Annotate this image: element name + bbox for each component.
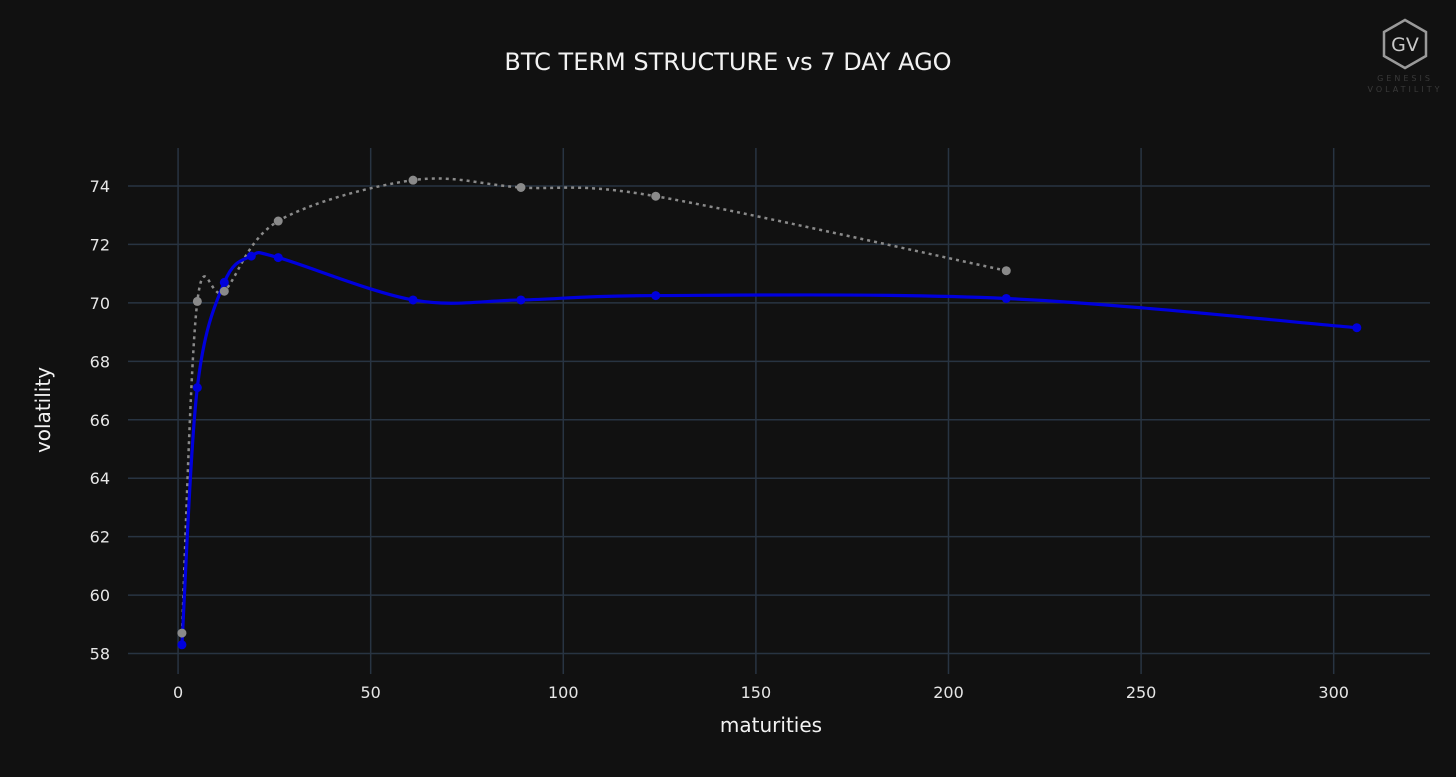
series-points [177, 175, 1362, 650]
series-point-0[interactable] [516, 295, 526, 305]
y-tick-label: 64 [90, 469, 110, 488]
y-tick-label: 74 [90, 177, 110, 196]
logo-initials: GV [1391, 34, 1419, 56]
x-tick-label: 300 [1318, 683, 1349, 702]
y-tick-label: 60 [90, 586, 110, 605]
y-tick-label: 70 [90, 294, 110, 313]
series-point-1[interactable] [177, 628, 187, 638]
series-point-0[interactable] [219, 277, 229, 287]
series-point-1[interactable] [273, 216, 283, 226]
series-point-1[interactable] [192, 296, 202, 306]
x-tick-labels: 0 50 100 150 200 250 300 [173, 683, 1349, 702]
grid [128, 148, 1430, 674]
series-point-1[interactable] [219, 286, 229, 296]
y-axis-title: volatility [31, 367, 55, 453]
series-point-1[interactable] [408, 175, 418, 185]
series-point-0[interactable] [1001, 293, 1011, 303]
logo-text-line1: GENESIS [1377, 74, 1433, 83]
series-line-1 [180, 177, 1007, 634]
x-axis-title: maturities [720, 713, 822, 737]
series-point-1[interactable] [516, 182, 526, 192]
series-point-0[interactable] [408, 295, 418, 305]
logo-hexagon-icon [1382, 18, 1428, 70]
genesis-volatility-logo: GV [1382, 18, 1428, 70]
series-point-0[interactable] [1352, 323, 1362, 333]
y-tick-labels: 58 60 62 64 66 68 70 72 74 [90, 177, 110, 664]
x-tick-label: 0 [173, 683, 183, 702]
x-tick-label: 200 [933, 683, 964, 702]
y-tick-label: 66 [90, 411, 110, 430]
x-tick-label: 150 [741, 683, 772, 702]
y-tick-label: 58 [90, 645, 110, 664]
series-point-0[interactable] [177, 640, 187, 650]
series-point-0[interactable] [651, 291, 661, 301]
y-tick-label: 72 [90, 235, 110, 254]
series-point-0[interactable] [246, 251, 256, 261]
y-tick-label: 62 [90, 528, 110, 547]
y-tick-label: 68 [90, 352, 110, 371]
x-tick-label: 50 [361, 683, 381, 702]
x-tick-label: 250 [1126, 683, 1157, 702]
series-point-0[interactable] [192, 383, 202, 393]
x-tick-label: 100 [548, 683, 579, 702]
series-lines [180, 177, 1357, 645]
chart-title: BTC TERM STRUCTURE vs 7 DAY AGO [504, 48, 952, 76]
series-line-0 [180, 250, 1357, 645]
series-point-1[interactable] [1001, 266, 1011, 276]
series-point-0[interactable] [273, 253, 283, 263]
series-point-1[interactable] [651, 191, 661, 201]
logo-text-line2: VOLATILITY [1367, 85, 1443, 94]
